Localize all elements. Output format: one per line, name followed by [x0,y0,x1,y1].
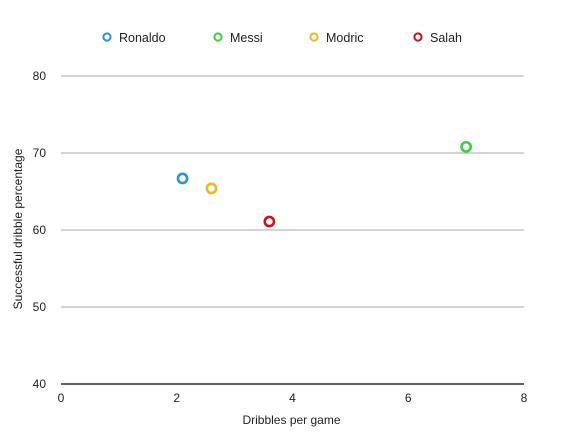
x-tick-label: 4 [289,391,296,405]
y-tick-label: 60 [33,223,47,237]
x-axis-ticks: 0 2 4 6 8 [58,391,528,405]
y-tick-label: 50 [33,300,47,314]
data-point-ronaldo [176,172,189,185]
x-tick-label: 6 [405,391,412,405]
y-tick-label: 80 [33,69,47,83]
legend-marker-salah [413,32,423,42]
legend-label-modric: Modric [326,31,364,45]
x-tick-label: 0 [58,391,65,405]
x-tick-label: 8 [521,391,528,405]
x-axis-label: Dribbles per game [242,413,340,427]
data-point-modric [205,182,218,195]
y-axis-label: Successful dribble percentage [11,148,25,309]
x-tick-label: 2 [173,391,180,405]
legend-marker-messi [213,32,223,42]
legend-marker-modric [309,32,319,42]
legend-label-messi: Messi [230,31,263,45]
data-point-messi [460,140,473,153]
data-points [176,140,473,228]
y-tick-label: 70 [33,146,47,160]
legend-label-salah: Salah [430,31,462,45]
legend: Ronaldo Messi Modric Salah [102,31,462,45]
data-point-salah [263,215,276,228]
legend-label-ronaldo: Ronaldo [119,31,166,45]
y-axis-ticks: 40 50 60 70 80 [33,69,47,391]
grid-lines [61,75,524,385]
legend-marker-ronaldo [102,32,112,42]
y-tick-label: 40 [33,377,47,391]
